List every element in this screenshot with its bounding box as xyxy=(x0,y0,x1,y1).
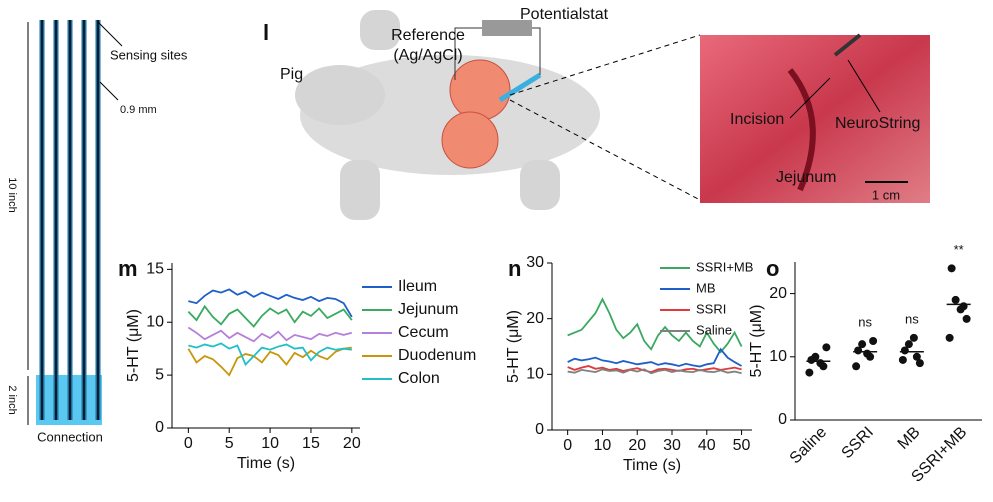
y-axis-label: 5-HT (μM) xyxy=(125,309,142,382)
x-tick-label: 50 xyxy=(733,437,751,454)
data-point xyxy=(912,352,921,361)
annotation: Jejunum xyxy=(776,169,836,186)
strip-label: Sensing sites xyxy=(110,47,188,62)
x-axis-label: Time (s) xyxy=(237,455,295,472)
data-point xyxy=(956,305,965,314)
data-point xyxy=(909,333,918,342)
strip-illustration xyxy=(27,20,123,425)
panel-label: m xyxy=(118,256,138,281)
y-tick-label: 0 xyxy=(535,421,544,438)
line-series xyxy=(187,346,352,377)
x-tick-label: 20 xyxy=(628,437,646,454)
data-point xyxy=(945,333,954,342)
annotation: Reference xyxy=(391,27,465,44)
legend-label: Saline xyxy=(696,322,732,337)
line-series xyxy=(188,342,352,367)
data-point xyxy=(805,368,814,377)
data-point xyxy=(811,352,820,361)
data-point xyxy=(962,314,971,323)
line-series xyxy=(567,297,743,354)
data-point xyxy=(852,362,861,371)
data-point xyxy=(947,264,956,273)
annotation: Potentialstat xyxy=(520,6,609,23)
data-point xyxy=(915,359,924,368)
x-tick-label: MB xyxy=(895,424,924,453)
y-tick-label: 0 xyxy=(155,419,164,436)
x-tick-label: 0 xyxy=(563,437,572,454)
line-series xyxy=(188,288,353,318)
data-point xyxy=(863,349,872,358)
panel-label: l xyxy=(263,20,269,45)
legend-label: SSRI xyxy=(696,301,726,316)
annotation: (Ag/AgCl) xyxy=(393,47,462,64)
x-tick-label: 15 xyxy=(302,435,320,452)
annotation: ns xyxy=(858,314,872,329)
annotation: Pig xyxy=(280,66,303,83)
annotation: Incision xyxy=(730,111,784,128)
strip-label: 0.9 mm xyxy=(120,104,157,116)
y-tick-label: 10 xyxy=(146,313,164,330)
line-series xyxy=(187,304,353,328)
y-axis-label: 5-HT (μM) xyxy=(505,310,522,383)
data-point xyxy=(858,340,867,349)
legend-label: Colon xyxy=(398,370,440,387)
line-series xyxy=(567,347,743,368)
y-tick-label: 10 xyxy=(526,366,544,383)
pig-illustration xyxy=(295,10,930,220)
x-tick-label: 40 xyxy=(698,437,716,454)
data-point xyxy=(822,343,831,352)
annotation: ** xyxy=(954,242,964,257)
x-tick-label: 10 xyxy=(594,437,612,454)
y-tick-label: 10 xyxy=(769,348,787,365)
line-series xyxy=(567,365,742,374)
x-tick-label: Saline xyxy=(787,424,831,468)
legend-label: Duodenum xyxy=(398,347,476,364)
y-tick-label: 5 xyxy=(155,366,164,383)
y-tick-label: 0 xyxy=(778,411,787,428)
line-series xyxy=(567,368,742,375)
panel-label: o xyxy=(766,256,779,281)
x-tick-label: 5 xyxy=(225,435,234,452)
y-tick-label: 20 xyxy=(769,285,787,302)
line-series xyxy=(187,326,353,343)
x-tick-label: 30 xyxy=(663,437,681,454)
strip-label: 10 inch xyxy=(6,177,18,212)
y-tick-label: 15 xyxy=(146,261,164,278)
data-point xyxy=(904,340,913,349)
annotation: NeuroString xyxy=(835,115,920,132)
legend-label: MB xyxy=(696,280,716,295)
data-point xyxy=(898,355,907,364)
scale-label: 1 cm xyxy=(872,187,900,202)
legend-label: SSRI+MB xyxy=(696,259,753,274)
x-tick-label: 20 xyxy=(343,435,361,452)
legend-label: Jejunum xyxy=(398,301,458,318)
x-tick-label: 10 xyxy=(261,435,279,452)
legend-label: Cecum xyxy=(398,324,449,341)
y-axis-label: 5-HT (μM) xyxy=(748,305,765,378)
data-point xyxy=(869,337,878,345)
y-tick-label: 30 xyxy=(526,254,544,271)
y-tick-label: 20 xyxy=(526,310,544,327)
x-tick-label: 0 xyxy=(184,435,193,452)
legend-label: Ileum xyxy=(398,278,437,295)
data-point xyxy=(951,295,960,304)
strip-label: Connection xyxy=(37,429,103,444)
data-point xyxy=(816,359,825,368)
annotation: ns xyxy=(905,311,919,326)
panel-label: n xyxy=(508,256,521,281)
strip-label: 2 inch xyxy=(6,385,18,414)
x-axis-label: Time (s) xyxy=(623,457,681,474)
x-tick-label: SSRI xyxy=(839,424,877,462)
